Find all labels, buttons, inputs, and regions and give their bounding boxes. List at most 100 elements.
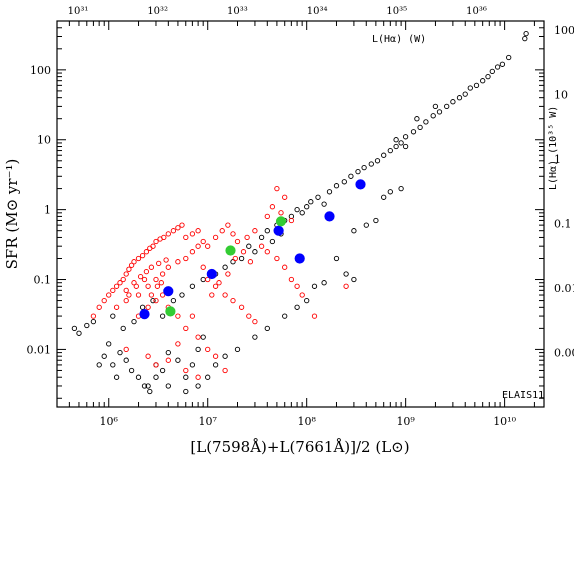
- data-point: [170, 228, 177, 234]
- data-point: [393, 143, 399, 150]
- data-point: [148, 264, 155, 270]
- data-point: [76, 330, 82, 336]
- data-point: [195, 334, 201, 340]
- right-axis-label: L(Hα) (10³⁵ W): [548, 106, 559, 190]
- data-point: [209, 292, 215, 298]
- data-point: [238, 304, 245, 310]
- data-point: [189, 249, 196, 255]
- data-point: [294, 283, 300, 289]
- data-point: [123, 271, 129, 277]
- data-point: [120, 325, 126, 332]
- data-point: [222, 264, 228, 270]
- data-point: [361, 164, 367, 171]
- data-point: [222, 367, 228, 374]
- data-point: [294, 304, 300, 310]
- data-point: [165, 264, 171, 270]
- data-point: [96, 304, 102, 310]
- data-point: [489, 68, 495, 75]
- data-point: [206, 268, 217, 280]
- data-point: [240, 249, 247, 255]
- data-point: [423, 119, 429, 125]
- data-point: [398, 185, 404, 192]
- data-point: [252, 249, 258, 255]
- data-point: [393, 137, 399, 143]
- data-point: [473, 82, 480, 89]
- data-point: [131, 318, 137, 325]
- right-tick-label: 0.1: [554, 218, 572, 231]
- data-point: [183, 325, 189, 332]
- data-point: [324, 211, 335, 222]
- data-point: [131, 280, 137, 286]
- data-point: [234, 346, 241, 353]
- right-tick-label: 100: [554, 24, 574, 37]
- data-point: [381, 152, 387, 158]
- data-point: [232, 255, 238, 262]
- data-point: [275, 216, 287, 227]
- data-point: [145, 353, 151, 359]
- right-tick-label: 10: [554, 89, 568, 102]
- data-point: [90, 318, 97, 325]
- data-point: [131, 259, 137, 265]
- data-point: [258, 243, 265, 249]
- data-point: [480, 78, 486, 84]
- data-point: [225, 271, 231, 277]
- data-point: [161, 234, 167, 241]
- data-point: [374, 158, 381, 164]
- data-point: [71, 325, 78, 332]
- data-point: [165, 383, 171, 389]
- data-point: [153, 297, 159, 304]
- data-point: [282, 194, 288, 200]
- data-point: [106, 292, 112, 298]
- top-tick-label: 10³¹: [68, 6, 89, 17]
- data-point: [126, 292, 132, 298]
- data-point: [128, 367, 135, 374]
- data-point: [175, 357, 181, 363]
- data-point: [299, 292, 305, 298]
- data-point: [264, 228, 270, 234]
- data-point: [252, 318, 258, 325]
- data-point: [135, 374, 142, 380]
- data-point: [153, 238, 159, 245]
- data-point: [444, 103, 450, 110]
- data-point: [139, 309, 150, 320]
- data-point: [368, 161, 374, 167]
- data-point: [163, 286, 174, 297]
- data-point: [195, 383, 201, 389]
- data-point: [212, 283, 219, 289]
- data-point: [288, 217, 295, 224]
- data-point: [288, 276, 295, 283]
- data-point: [123, 346, 129, 353]
- data-point: [456, 95, 463, 101]
- data-point: [414, 116, 420, 122]
- data-point: [159, 367, 166, 374]
- data-point: [175, 313, 181, 319]
- right-tick-label: 0.001: [554, 347, 574, 360]
- data-point: [145, 283, 151, 289]
- data-point: [195, 346, 201, 353]
- data-point: [153, 276, 159, 283]
- data-point: [139, 252, 146, 259]
- data-point: [274, 255, 280, 262]
- data-point: [264, 325, 270, 332]
- data-point: [117, 280, 123, 286]
- data-point: [195, 243, 201, 249]
- data-point: [139, 304, 146, 310]
- data-point: [219, 228, 225, 234]
- top-tick-label: 10³⁴: [307, 6, 328, 17]
- data-point: [278, 210, 284, 216]
- data-point: [299, 210, 305, 216]
- data-point: [195, 228, 201, 234]
- data-point: [333, 183, 340, 189]
- data-point: [205, 276, 211, 283]
- data-point: [252, 228, 258, 234]
- data-point: [343, 283, 349, 289]
- data-point: [123, 357, 129, 363]
- data-point: [258, 234, 265, 241]
- data-point: [212, 234, 219, 241]
- data-point: [154, 283, 161, 289]
- x-tick-label: 10⁸: [297, 415, 316, 428]
- y-tick-label: 10: [37, 134, 51, 147]
- top-tick-label: 10³³: [227, 6, 248, 17]
- data-point: [175, 225, 181, 231]
